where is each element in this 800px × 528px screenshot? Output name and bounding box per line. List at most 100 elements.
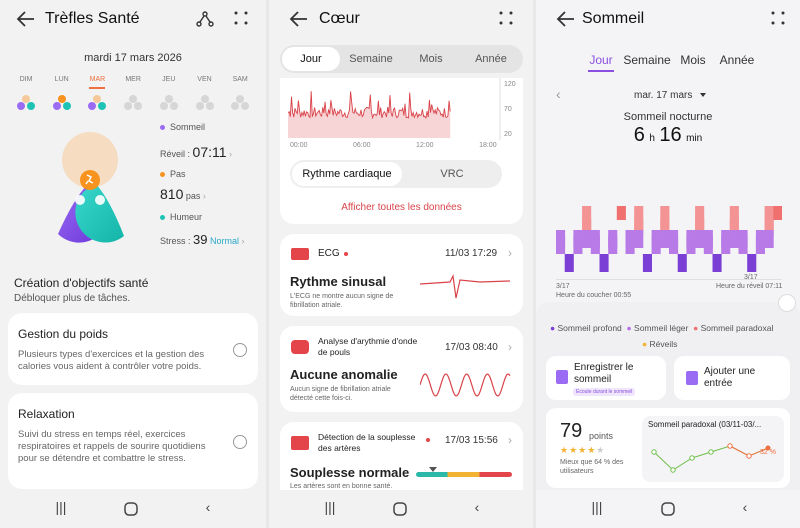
clover-graphic[interactable]	[30, 128, 155, 243]
more-icon[interactable]	[499, 11, 513, 25]
share-icon[interactable]	[196, 10, 214, 28]
goals-subtitle: Débloquer plus de tâches.	[14, 293, 131, 304]
more-icon[interactable]	[771, 11, 785, 25]
artery-card[interactable]: Détection de la souplesse des artères 17…	[280, 422, 523, 502]
scroll-handle[interactable]	[778, 294, 796, 312]
tab-indicator	[588, 70, 614, 72]
sleep-segment-rem	[582, 206, 592, 230]
arrhythmia-card[interactable]: Analyse d'arythmie d'onde de pouls 17/03…	[280, 326, 523, 412]
rem-trend-chart	[651, 443, 771, 473]
back-arrow-icon[interactable]	[16, 9, 36, 29]
tab-month[interactable]: Mois	[419, 53, 443, 65]
art-label: Détection de la souplesse des artères	[318, 432, 416, 453]
art-time: 17/03 15:56	[445, 435, 498, 446]
sleep-segment-deep	[599, 254, 609, 272]
page-title: Sommeil	[582, 10, 645, 27]
back-arrow-icon[interactable]	[556, 9, 576, 29]
ecg-card[interactable]: ECG 11/03 17:29 › Rythme sinusal L'ECG n…	[280, 234, 523, 316]
day-mar[interactable]: MAR	[89, 76, 106, 83]
sleep-score-card[interactable]: 79 points ★★★★★ Mieux que 64 % des utili…	[546, 408, 790, 488]
back-nav-icon[interactable]: ‹	[474, 499, 480, 515]
day-ven[interactable]: VEN	[197, 76, 212, 83]
new-dot	[426, 438, 430, 442]
rem-title: Sommeil paradoxal (03/11-03/...	[648, 420, 762, 429]
hours-value: 6	[633, 124, 645, 146]
sleep-segment-light	[703, 230, 713, 248]
record-badge: Ecoute durant le sommeil	[573, 388, 636, 396]
tab-year[interactable]: Année	[475, 53, 507, 65]
record-sleep-button[interactable]: Enregistrer le sommeil Ecoute durant le …	[546, 356, 666, 400]
back-nav-icon[interactable]: ‹	[742, 499, 748, 515]
tab-day[interactable]: Jour	[589, 53, 613, 67]
sleep-segment-awake	[616, 206, 626, 220]
y-tick: 70	[504, 106, 512, 113]
rem-trend-card[interactable]: Sommeil paradoxal (03/11-03/... 32 %	[642, 416, 784, 482]
day-dim[interactable]: DIM	[19, 76, 33, 83]
tab-hrv[interactable]: VRC	[440, 168, 464, 180]
night-sleep-label: Sommeil nocturne	[623, 111, 713, 123]
sleep-label: Sommeil	[170, 122, 206, 132]
pulse-wave-icon	[420, 373, 511, 397]
add-entry-button[interactable]: Ajouter une entrée	[674, 356, 790, 400]
sleep-segment-light	[625, 230, 635, 248]
sleep-segment-light	[590, 230, 600, 248]
goal-card-weight[interactable]: Gestion du poids Plusieurs types d'exerc…	[8, 313, 258, 385]
clover-mini-icon	[231, 95, 250, 110]
sleep-segment-light	[755, 230, 765, 248]
sleep-segment-deep	[642, 254, 652, 272]
back-arrow-icon[interactable]	[289, 9, 309, 29]
chevron-right-icon: ›	[508, 246, 512, 260]
header: Sommeil	[536, 0, 800, 38]
goal-title: Gestion du poids	[18, 327, 109, 341]
stress-status: Normal	[210, 236, 240, 246]
recents-icon[interactable]: |||	[591, 499, 603, 515]
steps-unit: pas	[185, 191, 201, 201]
tab-week[interactable]: Semaine	[623, 53, 671, 67]
back-nav-icon[interactable]: ‹	[205, 499, 211, 515]
home-icon[interactable]	[660, 501, 676, 517]
ecg-label: ECG	[318, 248, 340, 259]
recents-icon[interactable]: |||	[324, 499, 336, 515]
day-sam[interactable]: SAM	[232, 76, 248, 83]
header: Cœur	[269, 0, 533, 38]
sleep-date[interactable]: mar. 17 mars	[634, 90, 693, 101]
recents-icon[interactable]: |||	[55, 499, 67, 515]
sleep-segment-deep	[747, 254, 757, 272]
wake-label: Réveil :	[160, 149, 191, 159]
tab-heart-rate[interactable]: Rythme cardiaque	[302, 168, 392, 180]
sleep-stage-chart[interactable]	[556, 200, 782, 280]
art-desc: Les artères sont en bonne santé.	[290, 483, 393, 490]
arr-result: Aucune anomalie	[290, 367, 398, 382]
hr-area	[288, 91, 451, 138]
goal-card-relaxation[interactable]: Relaxation Suivi du stress en temps réel…	[8, 393, 258, 489]
tab-year[interactable]: Année	[719, 53, 755, 67]
ecg-desc: L'ECG ne montre aucun signe de fibrillat…	[290, 293, 394, 309]
day-mer[interactable]: MER	[125, 76, 141, 83]
prev-day-icon[interactable]: ‹	[556, 86, 561, 102]
sleep-duration: 6 h 16 min	[536, 124, 800, 147]
tab-day[interactable]: Jour	[300, 53, 322, 65]
tab-month[interactable]: Mois	[680, 53, 706, 67]
day-lun[interactable]: LUN	[54, 76, 69, 83]
week-day-selector: DIM LUN MAR MER JEU VEN SAM	[8, 76, 258, 116]
sleep-segment-light	[573, 230, 583, 248]
x-tick: 18:00	[479, 142, 497, 149]
arr-time: 17/03 08:40	[445, 342, 498, 353]
stress-value: 39	[193, 232, 208, 247]
sleep-segment-light	[556, 230, 566, 248]
tab-week[interactable]: Semaine	[349, 53, 393, 65]
ecg-time: 11/03 17:29	[445, 248, 498, 259]
ecg-icon	[291, 248, 309, 260]
home-icon[interactable]	[123, 501, 139, 517]
sleep-segment-rem	[634, 206, 644, 230]
more-icon[interactable]	[234, 11, 248, 25]
clover-mini-icon	[195, 95, 214, 110]
heart-rate-chart[interactable]: 120 70 20 00:00 06:00 12:00 18:00	[280, 78, 523, 153]
sleep-segment-light	[721, 230, 731, 248]
goal-radio[interactable]	[233, 435, 247, 449]
day-jeu[interactable]: JEU	[162, 76, 176, 83]
record-label: Enregistrer le sommeil	[574, 362, 634, 385]
home-icon[interactable]	[392, 501, 408, 517]
show-all-link[interactable]: Afficher toutes les données	[341, 202, 462, 213]
goal-radio[interactable]	[233, 343, 247, 357]
